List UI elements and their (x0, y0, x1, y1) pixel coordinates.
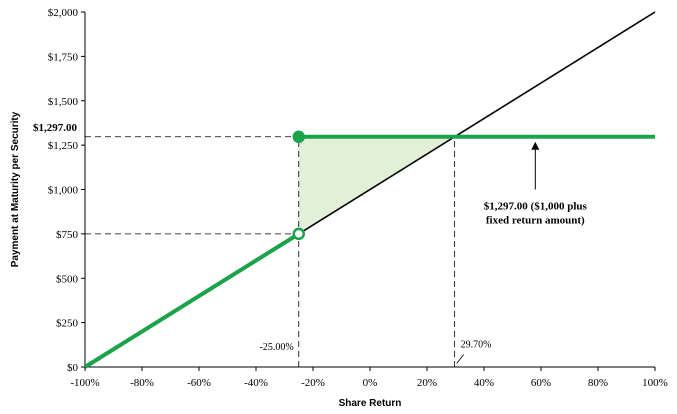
callout-text-line2: fixed return amount) (486, 215, 585, 227)
x-tick-label: -20% (301, 377, 325, 389)
x-tick-label: 0% (363, 377, 378, 389)
x-tick-label: 40% (474, 377, 494, 389)
payoff-line-1 (83, 232, 300, 369)
x-tick-label: 100% (642, 377, 668, 389)
x-tick-label: 80% (588, 377, 608, 389)
y-tick-label: $1,250 (48, 140, 79, 152)
x-axis-title: Share Return (339, 398, 402, 409)
callout-text-line1: $1,297.00 ($1,000 plus (484, 201, 588, 213)
x-marker-left-label: -25.00% (260, 342, 294, 353)
y-tick-label: $500 (56, 273, 79, 285)
x-tick-label: -80% (130, 377, 154, 389)
y-axis-title: Payment at Maturity per Security (10, 111, 21, 267)
x-tick-label: 20% (417, 377, 437, 389)
y-marker-label: $1,297.00 (33, 122, 78, 134)
y-tick-label: $1,000 (48, 185, 79, 197)
x-tick-label: -40% (244, 377, 268, 389)
x-tick-label: -60% (187, 377, 211, 389)
y-tick-label: $0 (67, 362, 79, 374)
x-marker-right-leader (456, 354, 464, 364)
open-marker (292, 227, 305, 241)
x-tick-label: 60% (531, 377, 551, 389)
y-tick-label: $250 (56, 318, 79, 330)
x-tick-label: -100% (70, 377, 99, 389)
y-tick-label: $1,500 (48, 96, 79, 108)
filled-marker (292, 130, 305, 144)
callout-arrow-head (531, 141, 540, 150)
y-tick-label: $750 (56, 229, 79, 241)
y-tick-label: $1,750 (48, 51, 79, 63)
y-tick-label: $2,000 (48, 7, 79, 19)
x-marker-right-label: 29.70% (461, 339, 492, 350)
